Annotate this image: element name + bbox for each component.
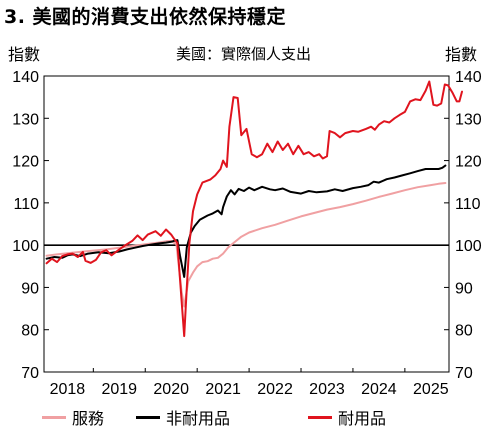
plot-frame	[43, 75, 450, 373]
y-tick-label-right: 80	[455, 323, 473, 340]
y-axis-label-left: 指數	[8, 45, 41, 64]
y-tick-label-right: 110	[455, 196, 481, 213]
legend-swatch-nondurables	[136, 415, 160, 419]
y-axis-label-right: 指數	[444, 45, 477, 64]
x-tick-label: 2020	[153, 381, 189, 398]
y-tick-label-right: 130	[455, 111, 482, 128]
y-tick-label-right: 90	[455, 280, 473, 297]
legend-label-services: 服務	[72, 409, 105, 428]
y-tick-label-right: 120	[455, 154, 482, 171]
y-tick-label-right: 100	[455, 238, 482, 255]
x-tick-label: 2022	[257, 381, 293, 398]
y-tick-label-left: 110	[13, 196, 39, 213]
y-tick-label-left: 120	[12, 154, 39, 171]
legend-item-durables: 耐用品	[308, 406, 386, 428]
legend-label-durables: 耐用品	[338, 409, 387, 428]
series-line-services	[45, 182, 447, 308]
series-line-durables	[45, 80, 463, 338]
chart-subtitle: 美國：實際個人支出	[175, 45, 311, 63]
x-tick-label: 2024	[361, 381, 397, 398]
line-chart: 70 70 80 80 90 90 100 100 110 110 120 120 130 130 140 1…	[12, 69, 482, 398]
legend-item-services: 服務	[42, 406, 104, 428]
y-tick-label-left: 130	[12, 111, 39, 128]
legend: 服務 非耐用品 耐用品	[0, 404, 487, 430]
y-tick-label-left: 80	[21, 323, 39, 340]
y-tick-label-left: 70	[21, 365, 39, 382]
legend-swatch-services	[42, 415, 66, 419]
legend-swatch-durables	[308, 415, 332, 419]
y-tick-label-left: 90	[21, 280, 39, 297]
y-tick-label-left: 100	[12, 238, 39, 255]
x-tick-label: 2019	[101, 381, 137, 398]
legend-label-nondurables: 非耐用品	[166, 409, 231, 428]
y-tick-label-right: 70	[455, 365, 473, 382]
x-tick-label: 2021	[205, 381, 241, 398]
x-tick-label: 2018	[50, 381, 86, 398]
x-tick-label: 2025	[413, 381, 449, 398]
legend-item-nondurables: 非耐用品	[136, 406, 230, 428]
y-tick-label-right: 140	[455, 69, 482, 86]
y-tick-label-left: 140	[12, 69, 39, 86]
series-line-nondurables	[45, 164, 447, 278]
chart-title: 3. 美國的消費支出依然保持穩定	[4, 6, 287, 28]
x-tick-label: 2023	[309, 381, 345, 398]
